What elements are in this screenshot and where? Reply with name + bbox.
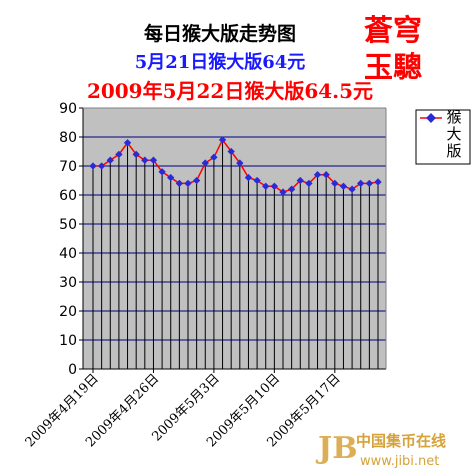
plot-area	[83, 108, 386, 369]
data-point	[227, 147, 235, 156]
legend-box	[415, 109, 471, 165]
y-tick-labels: 0 10 20 30 40 50 60 70 80 90	[59, 101, 83, 378]
y-tick-label: 80	[59, 130, 77, 146]
data-point	[253, 176, 261, 185]
data-point	[339, 182, 348, 190]
footer-logo: JB	[315, 431, 358, 466]
y-tick-label: 0	[68, 362, 77, 378]
data-point	[89, 162, 97, 170]
data-point	[106, 156, 114, 164]
data-point	[158, 168, 166, 176]
brand-line-2: 玉驄	[364, 50, 422, 84]
chart-title: 每日猴大版走势图	[144, 22, 296, 45]
y-tick-label: 70	[59, 159, 77, 175]
data-point	[296, 176, 304, 185]
data-point	[279, 188, 287, 196]
footer-site-url: www.jibi.net	[360, 454, 439, 469]
data-point	[175, 179, 184, 188]
footer-site-name: 中国集币在线	[356, 432, 446, 450]
data-point	[141, 156, 149, 164]
axes	[82, 107, 387, 370]
footer-watermark: JB 中国集币在线 www.jibi.net	[315, 431, 446, 469]
data-point	[123, 139, 132, 147]
y-tick-label: 10	[59, 333, 77, 349]
legend-label: 猴大版	[446, 108, 461, 160]
y-tick-label: 90	[59, 101, 77, 117]
data-point	[262, 182, 270, 190]
data-point	[167, 173, 175, 182]
data-point	[97, 162, 106, 170]
data-point	[244, 173, 253, 182]
legend-label-char: 大	[446, 125, 461, 143]
y-tick-label: 40	[59, 246, 77, 262]
data-point	[192, 176, 201, 185]
data-point	[270, 182, 279, 190]
brand-line-1: 蒼穹	[364, 13, 422, 47]
y-tick-label: 20	[59, 304, 77, 320]
x-tick-labels: 2009年4月19日2009年4月26日2009年5月3日2009年5月10日2…	[23, 369, 344, 450]
y-tick-label: 60	[59, 188, 77, 204]
data-point	[115, 150, 123, 159]
y-tick-label: 30	[59, 275, 77, 291]
legend-label-char: 版	[446, 142, 461, 160]
legend: 猴大版	[415, 108, 471, 165]
y-tick-label: 50	[59, 217, 77, 233]
subtitle-today-price: 2009年5月22日猴大版64.5元	[87, 79, 373, 103]
subtitle-previous-price: 5月21日猴大版64元	[135, 51, 306, 73]
series-line-猴大版	[93, 138, 379, 193]
vertical-category-lines	[92, 139, 379, 369]
legend-label-char: 猴	[446, 108, 461, 126]
